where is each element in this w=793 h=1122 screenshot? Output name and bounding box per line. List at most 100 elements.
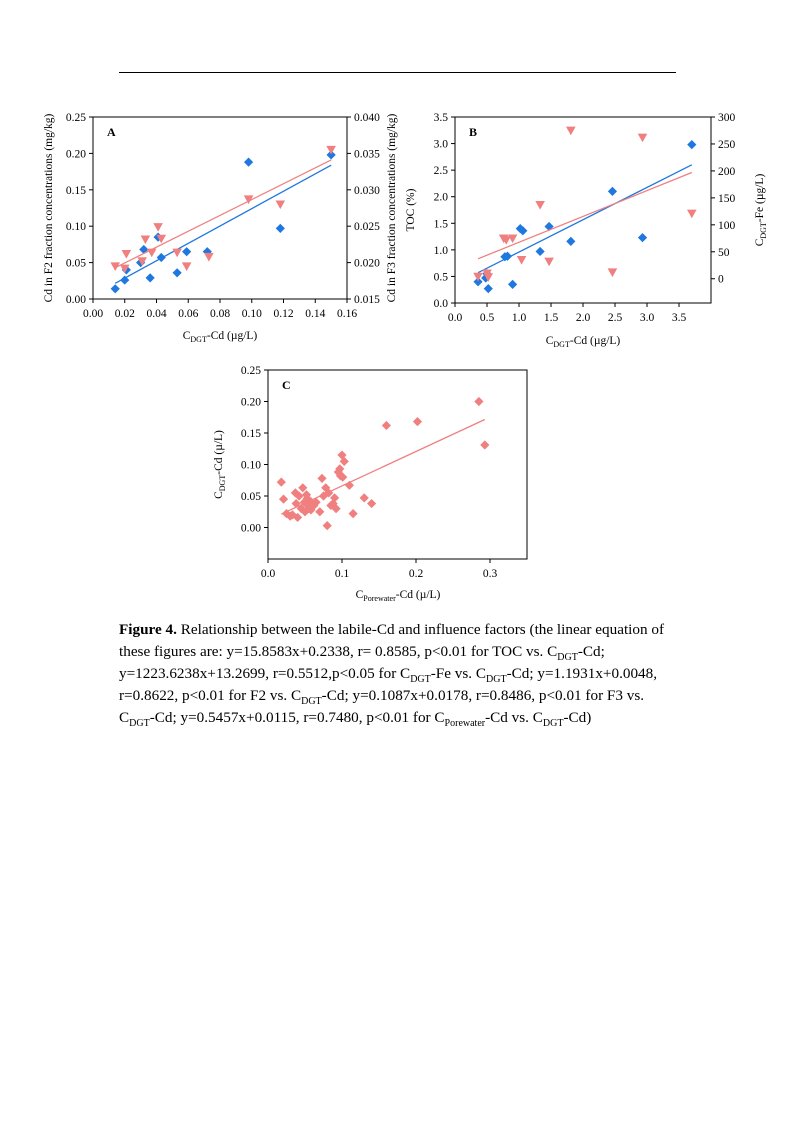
x-axis-title: CDGT-Cd (µg/L) bbox=[546, 335, 621, 349]
y-left-tick-label: 2.0 bbox=[434, 192, 449, 204]
data-point bbox=[508, 279, 518, 289]
data-point bbox=[137, 257, 148, 266]
y-right-tick-label: 50 bbox=[718, 247, 730, 259]
data-point bbox=[276, 477, 286, 487]
caption-subscript: Porewater bbox=[444, 718, 486, 730]
y-left-tick-label: 0.25 bbox=[66, 112, 86, 124]
x-tick-label: 0.2 bbox=[409, 568, 424, 580]
y-left-tick-label: 3.0 bbox=[434, 139, 449, 151]
y-left-tick-label: 1.5 bbox=[434, 218, 449, 230]
data-point bbox=[172, 268, 182, 278]
data-point bbox=[331, 504, 341, 514]
y-left-tick-label: 0.10 bbox=[241, 460, 261, 472]
data-point bbox=[294, 491, 304, 501]
data-point bbox=[243, 195, 254, 205]
chart-b: 0.0 0.5 1.0 1.5 2.0 2.5 3.0 3.5 0.0 0.5 1.0 1.5 2.0 2… bbox=[405, 112, 768, 349]
x-tick-label: 0.1 bbox=[335, 568, 350, 580]
header-rule bbox=[119, 72, 676, 73]
data-point bbox=[293, 512, 303, 523]
x-tick-label: 0.02 bbox=[115, 308, 135, 320]
y-right-tick-label: 100 bbox=[718, 220, 736, 232]
data-point bbox=[298, 483, 308, 493]
y-left-tick-label: 0.05 bbox=[66, 258, 86, 270]
data-point bbox=[483, 284, 493, 294]
figure-caption: Figure 4. Relationship between the labil… bbox=[119, 621, 665, 730]
data-point bbox=[296, 504, 306, 514]
y-left-tick-label: 0.05 bbox=[241, 491, 261, 503]
series-triangle bbox=[110, 145, 336, 274]
x-tick-label: 2.0 bbox=[576, 312, 591, 324]
y-right-tick-label: 0.015 bbox=[354, 294, 380, 306]
data-point bbox=[381, 420, 391, 431]
data-point bbox=[317, 473, 327, 483]
y-left-tick-label: 0.00 bbox=[241, 523, 261, 535]
data-point bbox=[326, 145, 336, 155]
data-point bbox=[204, 252, 214, 262]
y-right-tick-label: 150 bbox=[718, 193, 736, 205]
caption-subscript: DGT bbox=[301, 696, 322, 708]
trend-line bbox=[281, 418, 486, 515]
data-point bbox=[172, 248, 182, 258]
data-point bbox=[344, 480, 354, 490]
data-point bbox=[275, 223, 285, 233]
data-point bbox=[566, 236, 576, 246]
data-point bbox=[544, 257, 554, 267]
data-point bbox=[607, 186, 618, 196]
data-point bbox=[412, 417, 423, 427]
data-point bbox=[291, 498, 301, 509]
data-point bbox=[110, 284, 120, 294]
trend-line bbox=[114, 159, 332, 269]
x-tick-label: 1.0 bbox=[512, 312, 527, 324]
data-point bbox=[339, 456, 349, 466]
x-tick-label: 0.0 bbox=[448, 312, 463, 324]
data-point bbox=[359, 493, 369, 503]
y-right-tick-label: 0.025 bbox=[354, 221, 380, 233]
trend-line bbox=[477, 171, 693, 260]
x-tick-label: 0.06 bbox=[178, 308, 198, 320]
x-axis-title: CDGT-Cd (µg/L) bbox=[183, 330, 258, 344]
y-right-tick-label: 0.030 bbox=[354, 185, 380, 197]
series-triangle bbox=[473, 126, 697, 282]
data-point bbox=[156, 234, 167, 244]
y-right-axis-title: CDGT-Fe (µg/L) bbox=[754, 174, 768, 247]
x-tick-label: 0.3 bbox=[483, 568, 498, 580]
data-point bbox=[473, 272, 483, 282]
data-point bbox=[481, 273, 491, 283]
data-point bbox=[566, 126, 576, 136]
data-point bbox=[322, 521, 332, 531]
data-point bbox=[119, 264, 130, 274]
data-point bbox=[326, 150, 336, 160]
y-left-axis-title: TOC (%) bbox=[405, 188, 417, 231]
y-left-tick-label: 0.00 bbox=[66, 294, 86, 306]
data-point bbox=[607, 268, 618, 278]
y-right-tick-label: 300 bbox=[718, 112, 736, 124]
caption-subscript: DGT bbox=[542, 718, 564, 730]
caption-subscript: DGT bbox=[557, 652, 578, 664]
data-point bbox=[473, 277, 483, 287]
data-point bbox=[156, 252, 166, 263]
y-left-tick-label: 0.15 bbox=[241, 428, 261, 440]
data-point bbox=[502, 251, 513, 261]
y-left-tick-label: 1.0 bbox=[434, 245, 449, 257]
y-left-tick-label: 0.20 bbox=[66, 148, 86, 160]
series-diamond bbox=[473, 140, 697, 294]
x-tick-label: 0.10 bbox=[242, 308, 262, 320]
data-point bbox=[507, 234, 518, 244]
y-right-tick-label: 0.035 bbox=[354, 148, 380, 160]
data-point bbox=[348, 509, 358, 519]
data-point bbox=[501, 236, 511, 245]
y-left-tick-label: 0.15 bbox=[66, 185, 86, 197]
data-point bbox=[311, 497, 321, 507]
data-point bbox=[480, 440, 490, 450]
panel-label: C bbox=[282, 378, 291, 392]
data-point bbox=[516, 256, 527, 265]
data-point bbox=[121, 250, 132, 259]
x-tick-label: 0.04 bbox=[146, 308, 166, 320]
data-point bbox=[315, 507, 325, 517]
panel-label: A bbox=[107, 125, 116, 139]
data-point bbox=[535, 246, 545, 257]
data-point bbox=[483, 273, 494, 282]
y-right-tick-label: 0.020 bbox=[354, 258, 380, 270]
y-left-tick-label: 2.5 bbox=[434, 165, 449, 177]
data-point bbox=[687, 140, 697, 150]
